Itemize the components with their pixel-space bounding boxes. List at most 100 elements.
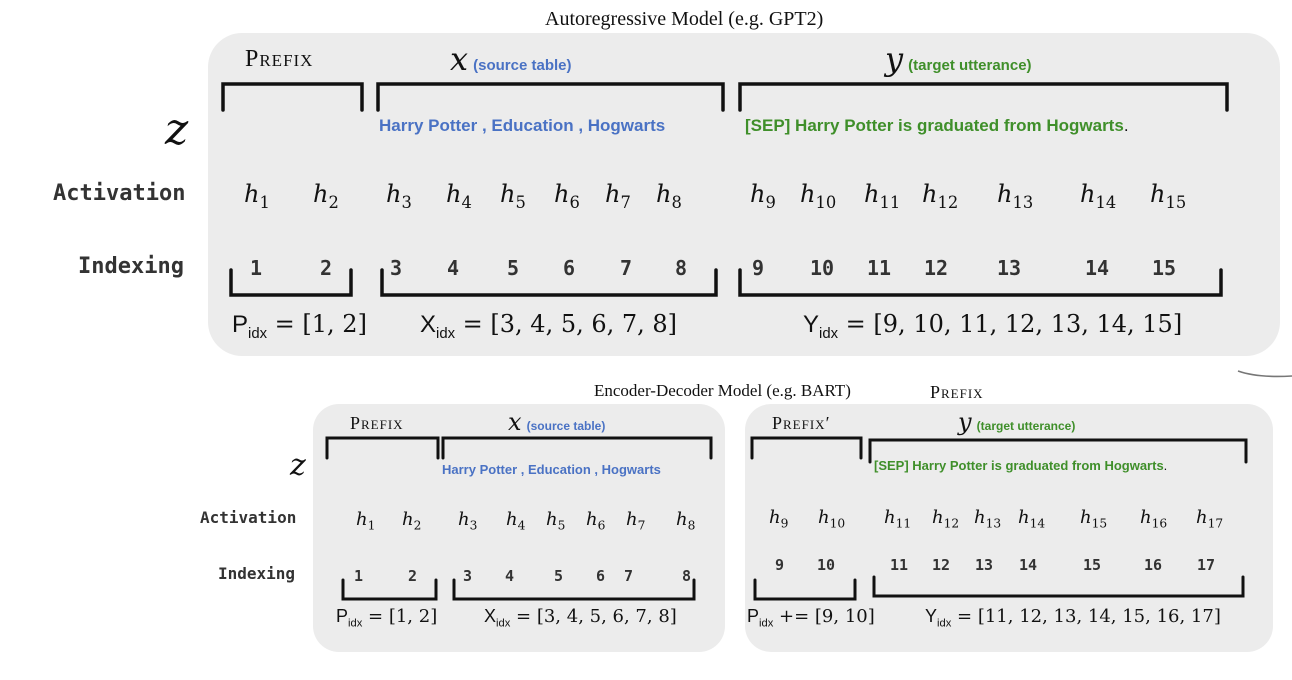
top-indexing-label: Indexing: [78, 254, 184, 279]
dec-activation-sub: 15: [1091, 516, 1108, 531]
top-activation-9: h10: [800, 180, 836, 212]
top-prefix-lower-bracket: [229, 268, 353, 297]
top-y-idx: Yidx = [9, 10, 11, 12, 13, 14, 15]: [803, 310, 1182, 342]
top-index-12: 13: [997, 256, 1022, 280]
dec-target-period: .: [1163, 458, 1168, 473]
dec-activation-sub: 11: [895, 516, 912, 531]
enc-index-2: 3: [463, 567, 473, 585]
top-activation-base: h: [386, 180, 402, 208]
enc-x-var: x: [508, 408, 522, 436]
top-activation-12: h13: [997, 180, 1033, 212]
dec-index-8: 17: [1197, 556, 1216, 574]
dec-activation-sub: 14: [1029, 516, 1046, 531]
top-activation-4: h5: [500, 180, 526, 212]
dec-activation-sub: 10: [829, 516, 846, 531]
bottom-activation-label: Activation: [200, 508, 297, 527]
enc-x-label: x (source table): [508, 408, 605, 436]
bottom-indexing-label: Indexing: [218, 564, 296, 583]
enc-activation-sub: 7: [637, 518, 646, 533]
top-activation-sub: 5: [515, 192, 526, 212]
bottom-z-label: z: [290, 448, 306, 483]
encoder-panel: [313, 404, 725, 652]
enc-activation-base: h: [626, 509, 638, 530]
top-y-sub: (target utterance): [908, 57, 1032, 74]
top-target-lower-bracket: [738, 268, 1223, 297]
top-p-idx-var: P: [232, 311, 249, 338]
enc-activation-base: h: [356, 509, 368, 530]
top-activation-sub: 3: [401, 192, 412, 212]
top-p-idx-sub: idx: [248, 325, 268, 342]
top-activation-8: h9: [750, 180, 776, 212]
enc-activation-base: h: [676, 509, 688, 530]
enc-activation-3: h4: [506, 509, 525, 533]
enc-activation-2: h3: [458, 509, 477, 533]
top-activation-0: h1: [244, 180, 270, 212]
dec-target-tokens: [SEP] Harry Potter is graduated from Hog…: [874, 458, 1167, 473]
dec-activation-sub: 13: [985, 516, 1002, 531]
enc-activation-6: h7: [626, 509, 645, 533]
enc-x-idx-rhs: = [3, 4, 5, 6, 7, 8]: [516, 606, 677, 627]
top-prefix-label: Prefix: [245, 46, 314, 72]
top-activation-11: h12: [922, 180, 958, 212]
dec-p2-idx: Pidx += [9, 10]: [747, 606, 875, 630]
top-activation-sub: 14: [1095, 192, 1117, 212]
top-y-idx-sub: idx: [819, 325, 839, 342]
top-y-idx-var: Y: [803, 311, 820, 338]
dec-activation-sub: 17: [1207, 516, 1224, 531]
top-activation-3: h4: [446, 180, 472, 212]
enc-index-4: 5: [554, 567, 564, 585]
top-prefix-bracket: [221, 82, 364, 112]
top-activation-base: h: [605, 180, 621, 208]
top-activation-10: h11: [864, 180, 900, 212]
top-activation-2: h3: [386, 180, 412, 212]
enc-activation-base: h: [506, 509, 518, 530]
dec-activation-8: h17: [1196, 507, 1223, 531]
top-activation-sub: 1: [259, 192, 270, 212]
top-activation-sub: 2: [328, 192, 339, 212]
top-title: Autoregressive Model (e.g. GPT2): [545, 8, 824, 30]
top-activation-label: Activation: [53, 181, 186, 206]
dec-prefix-bracket: [750, 436, 863, 460]
dec-p2-idx-sub: idx: [759, 617, 774, 630]
top-index-11: 12: [924, 256, 949, 280]
top-x-var: x: [450, 40, 469, 78]
top-activation-sub: 9: [765, 192, 776, 212]
top-p-idx: Pidx = [1, 2]: [232, 310, 367, 342]
top-source-lower-bracket: [380, 268, 718, 297]
top-index-3: 4: [447, 256, 460, 280]
top-activation-base: h: [244, 180, 260, 208]
dec-index-7: 16: [1144, 556, 1163, 574]
top-target-tokens: [SEP] Harry Potter is graduated from Hog…: [745, 116, 1129, 136]
enc-p-idx-var: P: [336, 606, 349, 626]
enc-source-bracket: [441, 436, 713, 460]
dec-y-sub: (target utterance): [976, 419, 1076, 433]
top-x-idx-rhs: = [3, 4, 5, 6, 7, 8]: [462, 310, 678, 338]
top-x-idx-var: X: [420, 311, 437, 338]
top-activation-sub: 7: [620, 192, 631, 212]
dec-activation-base: h: [1018, 507, 1030, 528]
top-activation-base: h: [1080, 180, 1096, 208]
enc-index-3: 4: [505, 567, 515, 585]
top-index-7: 8: [675, 256, 688, 280]
dec-activation-sub: 16: [1151, 516, 1168, 531]
dec-index-3: 12: [932, 556, 951, 574]
top-activation-6: h7: [605, 180, 631, 212]
dec-y-label: y (target utterance): [958, 408, 1075, 436]
dec-target-text: [SEP] Harry Potter is graduated from Hog…: [874, 458, 1164, 473]
enc-x-sub: (source table): [526, 419, 606, 433]
enc-activation-sub: 4: [517, 518, 526, 533]
enc-p-idx: Pidx = [1, 2]: [336, 606, 437, 630]
top-activation-base: h: [922, 180, 938, 208]
top-index-2: 3: [390, 256, 403, 280]
enc-activation-sub: 1: [367, 518, 376, 533]
top-activation-1: h2: [313, 180, 339, 212]
top-x-sub: (source table): [473, 57, 572, 74]
top-activation-base: h: [446, 180, 462, 208]
dec-activation-base: h: [1140, 507, 1152, 528]
dec-index-4: 13: [975, 556, 994, 574]
dec-target-lower-bracket: [872, 575, 1245, 598]
top-index-8: 9: [752, 256, 765, 280]
top-x-label: x (source table): [450, 40, 572, 78]
